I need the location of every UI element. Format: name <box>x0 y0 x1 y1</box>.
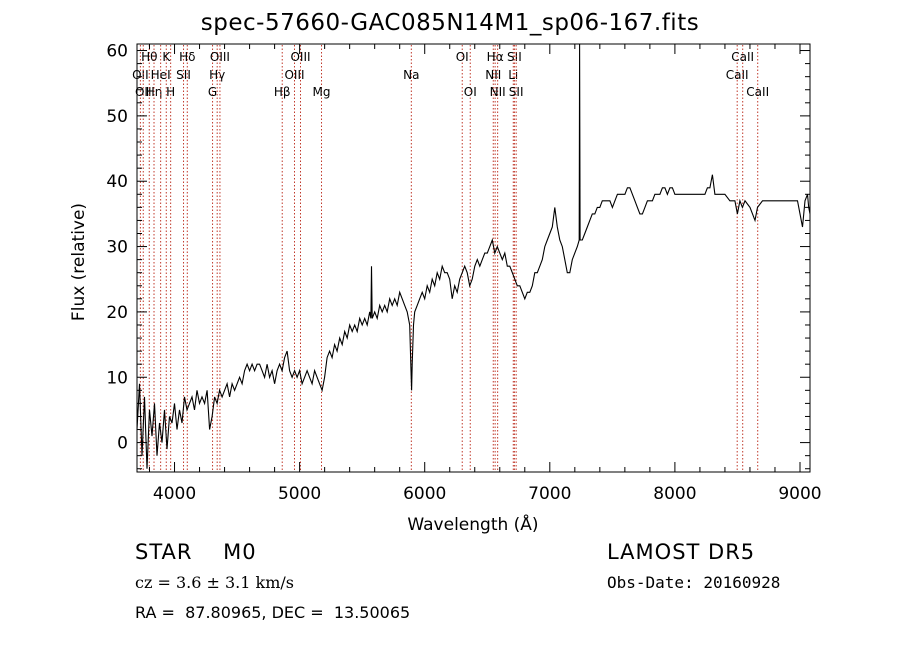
line-marker-label: HeI <box>151 68 171 82</box>
spectrum-series-layer <box>136 43 811 469</box>
line-marker-label: Hδ <box>179 50 195 64</box>
y-axis-label: Flux (relative) <box>69 203 89 321</box>
x-tick-label: 4000 <box>153 484 196 504</box>
line-marker-label: OI <box>456 50 469 64</box>
plot-frame <box>136 43 811 473</box>
spectrum-line-0 <box>136 43 811 469</box>
x-axis-label: Wavelength (Å) <box>407 513 538 535</box>
line-marker-label: OIII <box>284 68 304 82</box>
line-marker-label: Hγ <box>209 68 225 82</box>
line-marker-label: CaII <box>726 68 749 82</box>
line-marker-label: OI <box>464 85 477 99</box>
x-tick-label: 8000 <box>653 484 696 504</box>
line-marker-label: SII <box>507 50 522 64</box>
y-tick-label: 30 <box>106 238 128 258</box>
x-tick-label: 6000 <box>403 484 446 504</box>
survey-name-label: LAMOST DR5 <box>607 540 756 564</box>
line-marker-label: SII <box>176 68 191 82</box>
y-tick-label: 60 <box>106 42 128 62</box>
coordinates-label: RA = 87.80965, DEC = 13.50065 <box>135 603 411 622</box>
line-marker-label: Li <box>508 68 518 82</box>
x-tick-label: 9000 <box>778 484 821 504</box>
x-tick-label: 7000 <box>528 484 571 504</box>
redshift-velocity-label: cz = 3.6 ± 3.1 km/s <box>135 573 294 592</box>
observation-date-label: Obs-Date: 20160928 <box>607 573 781 592</box>
object-class-label: STAR M0 <box>135 540 257 564</box>
line-marker-label: Hβ <box>274 85 291 99</box>
line-marker-label: Hη <box>146 85 163 99</box>
line-marker-layer: OIIOIIHθHηHeIKHSIIHδGHγOIIIHβOIIIOIIIMgN… <box>132 45 769 471</box>
x-tick-label: 5000 <box>278 484 321 504</box>
line-marker-label: CaII <box>746 85 769 99</box>
line-marker-label: Na <box>403 68 419 82</box>
line-marker-label: OIII <box>290 50 310 64</box>
line-marker-label: K <box>162 50 171 64</box>
line-marker-label: Hθ <box>141 50 157 64</box>
line-marker-label: OII <box>135 85 152 99</box>
y-tick-label: 10 <box>106 368 128 388</box>
line-marker-label: Hα <box>487 50 504 64</box>
y-tick-label: 40 <box>106 172 128 192</box>
line-marker-label: SII <box>509 85 524 99</box>
chart-title: spec-57660-GAC085N14M1_sp06-167.fits <box>200 10 700 36</box>
y-tick-label: 20 <box>106 303 128 323</box>
y-tick-label: 0 <box>117 434 128 454</box>
line-marker-label: NII <box>490 85 506 99</box>
line-marker-label: OII <box>132 68 149 82</box>
y-tick-label: 50 <box>106 107 128 127</box>
line-marker-label: CaII <box>731 50 754 64</box>
line-marker-label: H <box>166 85 175 99</box>
line-marker-label: G <box>208 85 217 99</box>
axis-tick-layer: 4000 5000 6000 7000 8000 9000 0 10 20 30 40 50 60 <box>106 42 821 504</box>
line-marker-label: OIII <box>210 50 230 64</box>
line-marker-label: Mg <box>313 85 331 99</box>
line-marker-label: NII <box>485 68 501 82</box>
